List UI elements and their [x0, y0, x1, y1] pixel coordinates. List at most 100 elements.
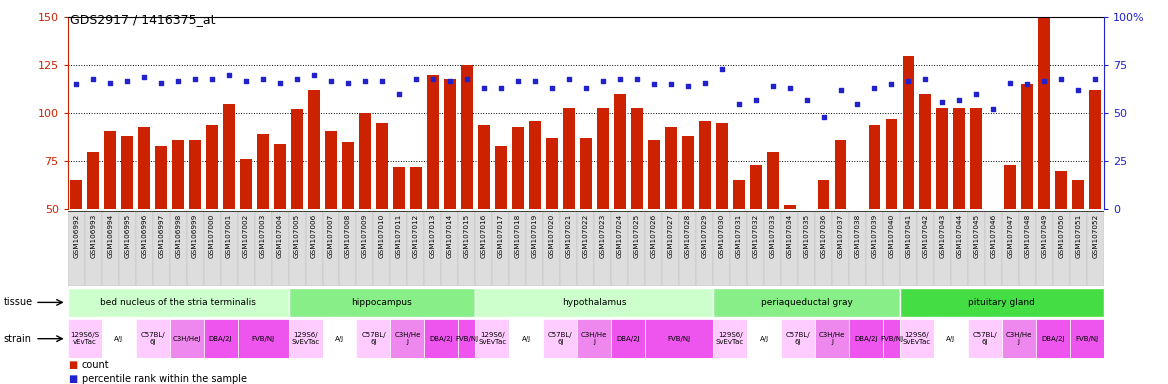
Bar [444, 79, 456, 209]
Bar [714, 211, 730, 286]
Bar [750, 165, 762, 209]
Bar [322, 319, 356, 358]
Bar [1018, 211, 1036, 286]
Text: GSM107003: GSM107003 [260, 214, 266, 258]
Text: GSM106999: GSM106999 [192, 214, 199, 258]
Text: FVB/NJ: FVB/NJ [251, 336, 274, 342]
Bar [543, 319, 577, 358]
Bar [662, 211, 679, 286]
Bar [934, 319, 968, 358]
Point [474, 85, 493, 91]
Bar [257, 134, 269, 209]
Text: A/J: A/J [522, 336, 531, 342]
Text: GSM107041: GSM107041 [905, 214, 911, 258]
Text: C3H/He
J: C3H/He J [580, 332, 607, 345]
Text: GSM106993: GSM106993 [90, 214, 96, 258]
Bar [390, 211, 408, 286]
Point [814, 114, 833, 120]
Bar [1002, 211, 1018, 286]
Point [134, 74, 153, 80]
Point [253, 76, 272, 82]
Text: periaqueductal gray: periaqueductal gray [760, 298, 853, 307]
Text: percentile rank within the sample: percentile rank within the sample [82, 374, 246, 384]
Point [661, 81, 680, 88]
Bar [189, 140, 201, 209]
Text: GSM107048: GSM107048 [1024, 214, 1030, 258]
Point [577, 85, 596, 91]
Point [458, 76, 477, 82]
Text: GSM107013: GSM107013 [430, 214, 436, 258]
Text: GSM107043: GSM107043 [939, 214, 945, 258]
Text: A/J: A/J [946, 336, 955, 342]
Text: GSM107017: GSM107017 [498, 214, 503, 258]
Bar [288, 319, 322, 358]
Bar [815, 319, 849, 358]
Bar [104, 131, 116, 209]
Bar [1070, 211, 1086, 286]
Bar [730, 211, 748, 286]
Bar [818, 180, 829, 209]
Text: GSM107005: GSM107005 [294, 214, 300, 258]
Bar [288, 288, 475, 317]
Text: C3H/HeJ: C3H/HeJ [173, 336, 201, 342]
Text: GSM107031: GSM107031 [736, 214, 742, 258]
Bar [169, 319, 203, 358]
Bar [424, 211, 442, 286]
Bar [1090, 90, 1101, 209]
Text: GSM107021: GSM107021 [565, 214, 572, 258]
Text: GSM107050: GSM107050 [1058, 214, 1064, 258]
Point [203, 76, 222, 82]
Bar [1070, 319, 1104, 358]
Point [763, 83, 781, 89]
Bar [645, 211, 662, 286]
Bar [255, 211, 271, 286]
Bar [172, 140, 185, 209]
Text: count: count [82, 360, 110, 370]
Bar [597, 108, 609, 209]
Bar [849, 211, 865, 286]
Bar [359, 113, 371, 209]
Bar [563, 108, 575, 209]
Point [1001, 79, 1020, 86]
Bar [223, 104, 235, 209]
Bar [1004, 165, 1016, 209]
Bar [953, 108, 965, 209]
Point [1018, 81, 1037, 88]
Text: GSM107044: GSM107044 [957, 214, 962, 258]
Text: GSM106997: GSM106997 [158, 214, 165, 258]
Text: C3H/He
J: C3H/He J [395, 332, 420, 345]
Bar [374, 211, 390, 286]
Text: FVB/NJ: FVB/NJ [880, 336, 903, 342]
Point [508, 78, 527, 84]
Bar [442, 211, 458, 286]
Point [645, 81, 663, 88]
Text: C57BL/
6J: C57BL/ 6J [140, 332, 165, 345]
Point [1035, 78, 1054, 84]
Bar [1036, 319, 1070, 358]
Point [100, 79, 119, 86]
Bar [748, 319, 781, 358]
Bar [478, 125, 489, 209]
Text: A/J: A/J [759, 336, 769, 342]
Point [271, 79, 290, 86]
Bar [665, 127, 676, 209]
Point [373, 78, 391, 84]
Text: GSM107011: GSM107011 [396, 214, 402, 258]
Bar [987, 209, 1000, 223]
Point [237, 78, 256, 84]
Text: FVB/NJ: FVB/NJ [668, 336, 690, 342]
Point [305, 72, 324, 78]
Bar [1056, 171, 1068, 209]
Text: GSM106994: GSM106994 [107, 214, 113, 258]
Text: GSM106998: GSM106998 [175, 214, 181, 258]
Point [798, 97, 816, 103]
Text: pituitary gland: pituitary gland [968, 298, 1035, 307]
Bar [306, 211, 322, 286]
Point [440, 78, 459, 84]
Bar [88, 152, 99, 209]
Text: GSM107009: GSM107009 [362, 214, 368, 258]
Bar [611, 211, 628, 286]
Point [899, 78, 918, 84]
Bar [732, 180, 744, 209]
Bar [968, 319, 1002, 358]
